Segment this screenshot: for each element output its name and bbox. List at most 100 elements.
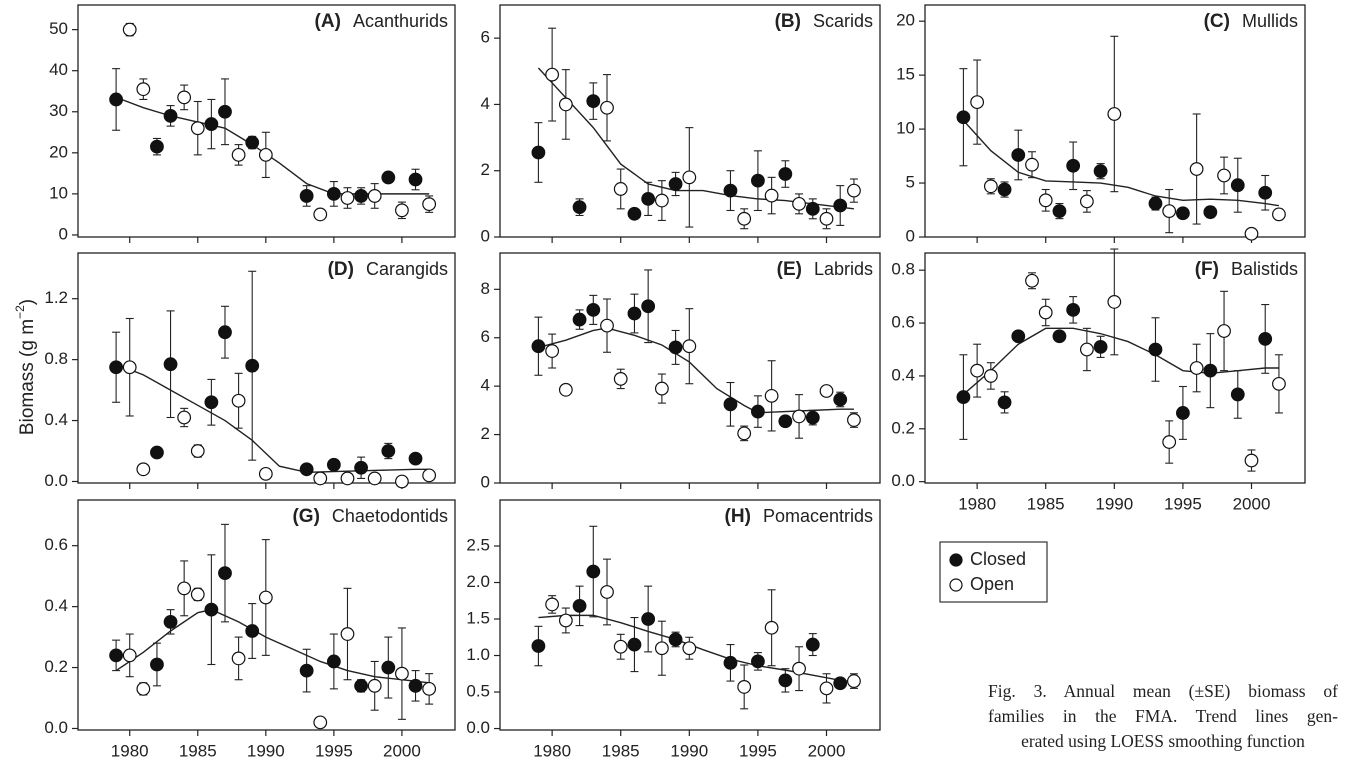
closed-point [1093, 164, 1108, 179]
open-point [422, 681, 437, 696]
panel-marks [956, 248, 1286, 472]
closed-point [109, 648, 124, 663]
panel-title: Scarids [813, 11, 873, 31]
x-tick-label: 1980 [111, 741, 149, 760]
panel-label: (E) [777, 259, 802, 280]
open-point [313, 471, 328, 486]
open-point [258, 590, 273, 605]
y-tick-label: 15 [896, 65, 915, 84]
y-tick-label: 2 [481, 424, 490, 443]
closed-point [1148, 196, 1163, 211]
closed-point [531, 639, 546, 653]
trend-line [115, 363, 430, 474]
closed-point [218, 104, 232, 119]
panel-title: Chaetodontids [332, 506, 448, 526]
caption-line: erated using LOESS smoothing function [1021, 731, 1305, 751]
plot-frame [924, 252, 1306, 484]
open-point [1217, 168, 1231, 183]
open-point [136, 82, 151, 97]
closed-point [1176, 406, 1190, 420]
panel-label: (H) [725, 506, 751, 527]
y-tick-label: 6 [481, 327, 490, 346]
panel-marks [531, 27, 861, 230]
closed-point [1066, 158, 1081, 173]
open-point [177, 581, 192, 596]
open-point [231, 393, 246, 408]
open-point [613, 371, 628, 386]
closed-point [218, 325, 232, 340]
open-point [983, 179, 998, 194]
open-point [340, 627, 355, 641]
closed-point [245, 624, 260, 638]
y-label-end: ) [17, 299, 38, 305]
open-point [737, 211, 752, 226]
closed-point [109, 360, 124, 375]
closed-point [354, 189, 368, 203]
open-point [177, 90, 192, 105]
closed-point [627, 306, 642, 321]
y-tick-label: 0 [906, 226, 915, 245]
closed-point [1203, 363, 1218, 378]
closed-point [163, 614, 178, 629]
panel-title: Labrids [814, 259, 873, 279]
open-point [1025, 157, 1039, 172]
legend-marker [949, 578, 963, 592]
x-tick-label: 1990 [247, 741, 285, 760]
y-tick-label: 0.4 [891, 365, 915, 384]
x-tick-label: 1990 [670, 741, 708, 760]
closed-point [805, 201, 820, 216]
panel-label: (B) [775, 11, 801, 32]
plot-frame [499, 4, 881, 238]
y-tick-label: 5 [906, 173, 915, 192]
caption-line: Fig. 3. Annual mean (±SE) biomass of [988, 681, 1338, 701]
plot-frame [77, 4, 456, 238]
open-point [122, 360, 137, 375]
closed-point [723, 397, 738, 412]
open-point [737, 426, 752, 441]
y-tick-label: 0.0 [891, 471, 915, 490]
open-point [1217, 324, 1231, 338]
open-point [613, 182, 628, 196]
open-point [367, 471, 382, 486]
closed-point [204, 117, 219, 131]
closed-point [751, 404, 765, 419]
closed-point [641, 191, 656, 206]
open-point [395, 203, 409, 218]
open-point [558, 97, 573, 112]
closed-point [956, 110, 971, 125]
open-point [177, 410, 192, 425]
closed-point [408, 678, 423, 693]
caption-line: families in the FMA. Trend lines gen- [988, 706, 1338, 726]
y-tick-label: 2.5 [466, 535, 490, 554]
y-tick-label: 6 [481, 28, 490, 47]
closed-point [641, 299, 656, 314]
open-point [340, 191, 355, 205]
closed-point [1052, 329, 1067, 344]
closed-point [1066, 302, 1081, 317]
open-point [600, 318, 614, 333]
panel-marks [109, 523, 437, 730]
open-point [1038, 193, 1053, 208]
open-point [367, 189, 382, 203]
closed-point [586, 302, 601, 317]
open-point [654, 193, 669, 208]
panel-marks [109, 270, 437, 489]
closed-point [326, 654, 341, 669]
panel-marks [531, 269, 861, 442]
panel-title: Pomacentrids [763, 506, 873, 526]
open-point [1162, 435, 1177, 449]
closed-point [531, 339, 546, 354]
y-tick-label: 0 [481, 472, 490, 491]
open-point [737, 680, 752, 694]
open-point [258, 466, 273, 481]
open-point [1079, 342, 1094, 357]
y-tick-label: 0.6 [44, 535, 68, 554]
closed-point [163, 108, 178, 123]
closed-point [778, 673, 793, 688]
closed-point [531, 145, 546, 160]
y-tick-label: 0 [59, 224, 68, 243]
open-point [1244, 226, 1259, 241]
open-point [764, 620, 779, 635]
open-point [970, 95, 985, 110]
closed-point [299, 462, 314, 477]
